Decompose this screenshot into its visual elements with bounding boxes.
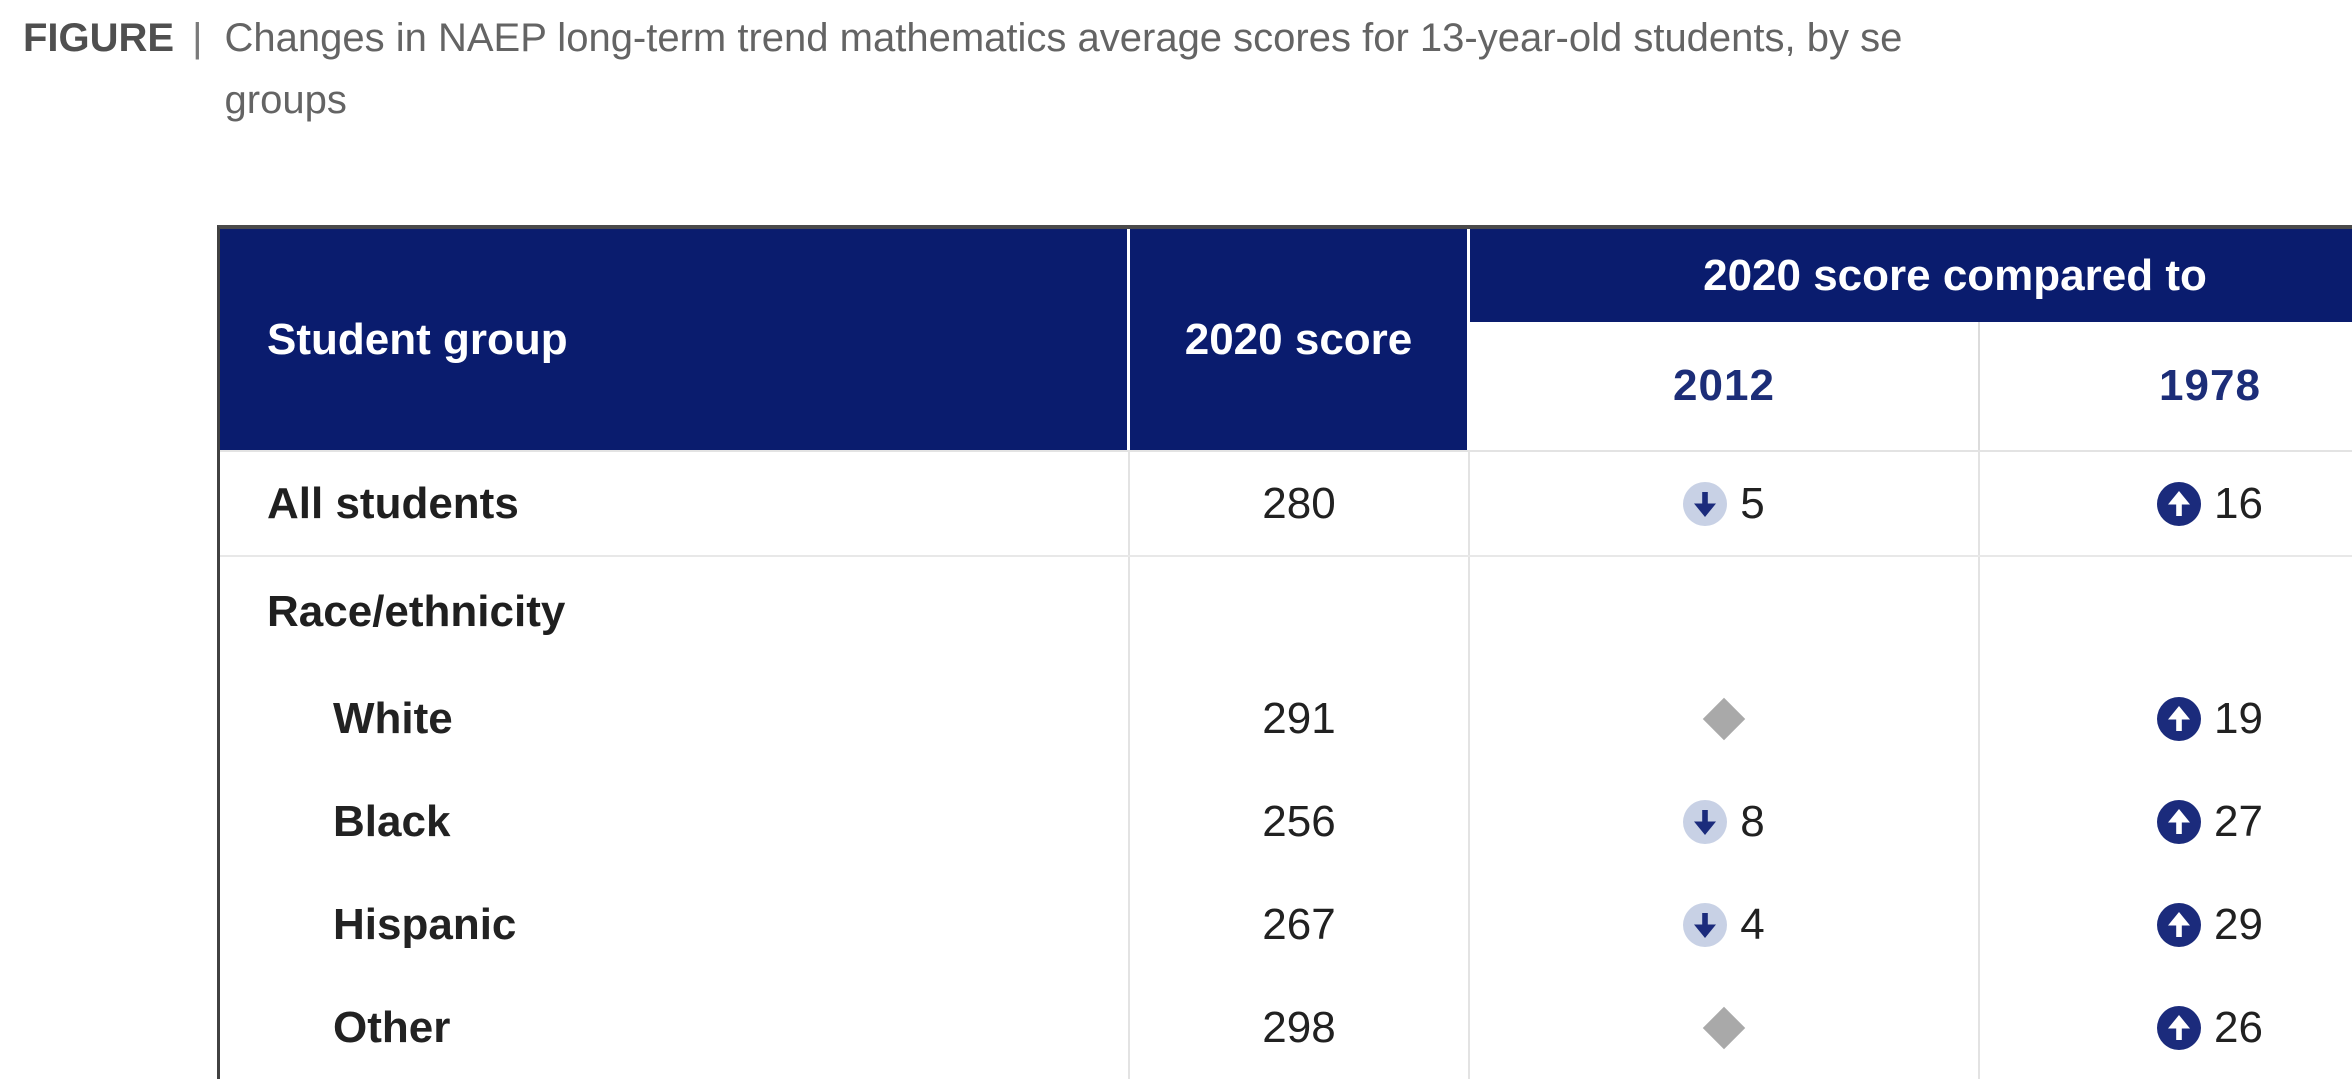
compared-to-band-label: 2020 score compared to [1703,250,2207,300]
cell-vs-1978: 27 [1980,770,2352,873]
arrow-up-circle-icon [2157,1005,2202,1050]
cell-2020-score: 267 [1130,873,1468,976]
arrow-up-circle-icon [2157,799,2202,844]
cell-group-name: All students [220,452,1130,555]
column-header-1978: 1978 [2159,361,2261,410]
table-row-all-students: All students 280 5 16 [220,452,2352,557]
arrow-down-circle-icon [1683,902,1728,947]
change-value: 5 [1740,478,1765,528]
table-row-other: Other [220,976,1128,1079]
cell-vs-1978: 19 [1980,667,2352,770]
change-value: 26 [2214,1002,2263,1052]
figure-title: FIGURE | Changes in NAEP long-term trend… [23,7,1902,131]
row-label: White [333,693,453,743]
figure-title-text: Changes in NAEP long-term trend mathemat… [225,7,1903,131]
table-row-white: White [220,667,1128,770]
cell-2020-score: 291 [1130,667,1468,770]
cell-vs-1978: 26 [1980,976,2352,1079]
score-value: 291 [1262,693,1336,743]
figure-title-line2: groups [224,78,347,122]
section-spacer [1980,557,2352,667]
cell-vs-2012 [1470,976,1978,1079]
cell-2020-score: 256 [1130,770,1468,873]
column-header-2020-score-label: 2020 score [1184,314,1413,364]
score-value: 280 [1262,478,1336,528]
change-value: 16 [2214,478,2263,528]
section-spacer [1130,557,1468,667]
table-row-hispanic: Hispanic [220,873,1128,976]
cell-vs-2012: 4 [1470,873,1978,976]
column-header-student-group-label: Student group [267,314,568,364]
table-body: All students 280 5 16 [220,452,2352,1079]
table-section-race-ethnicity: Race/ethnicity White Black Hispanic Othe… [220,557,2352,1079]
column-header-2020-score: 2020 score [1130,229,1470,450]
section-vs-1978: 19 27 29 [1980,557,2352,1079]
score-value: 267 [1262,899,1336,949]
cell-vs-2012: 8 [1470,770,1978,873]
change-indicator: 19 [2157,694,2263,744]
arrow-up-circle-icon [2157,481,2202,526]
row-label: Black [333,796,451,846]
section-spacer [1470,557,1978,667]
section-header: Race/ethnicity [220,557,1128,667]
score-value: 256 [1262,796,1336,846]
change-value: 29 [2214,899,2263,949]
table-row-black: Black [220,770,1128,873]
cell-2020-score: 298 [1130,976,1468,1079]
section-group-names: Race/ethnicity White Black Hispanic Othe… [220,557,1130,1079]
arrow-up-circle-icon [2157,902,2202,947]
figure-separator: | [192,16,203,60]
compared-to-years: 2012 1978 [1470,322,2352,450]
cell-vs-2012 [1470,667,1978,770]
figure-title-line1: Changes in NAEP long-term trend mathemat… [224,16,1903,60]
change-value: 4 [1740,899,1765,949]
column-header-compared-group: 2020 score compared to 2012 1978 [1470,229,2352,450]
diamond-icon [1702,697,1746,741]
row-label: All students [267,478,519,528]
diamond-icon [1702,1006,1746,1050]
cell-vs-1978: 16 [1980,452,2352,555]
change-value: 27 [2214,796,2263,846]
row-label: Other [333,1002,451,1052]
arrow-down-circle-icon [1683,481,1728,526]
column-header-2012: 2012 [1470,322,1980,450]
table-header: Student group 2020 score 2020 score comp… [220,229,2352,452]
cell-vs-2012: 5 [1470,452,1980,555]
change-value: 19 [2214,693,2263,743]
cell-vs-1978: 29 [1980,873,2352,976]
arrow-up-circle-icon [2157,696,2202,741]
change-indicator: 16 [2157,479,2263,529]
scores-table: Student group 2020 score 2020 score comp… [217,225,2352,1079]
change-indicator: 5 [1683,478,1765,529]
change-indicator: 29 [2157,900,2263,950]
section-vs-2012: 8 4 [1470,557,1980,1079]
section-header-label: Race/ethnicity [267,587,566,636]
change-indicator: 27 [2157,797,2263,847]
change-indicator: 26 [2157,1003,2263,1053]
score-value: 298 [1262,1002,1336,1052]
section-scores: 291 256 267 298 [1130,557,1470,1079]
change-indicator: 8 [1683,796,1765,847]
change-value: 8 [1740,796,1765,846]
figure-label: FIGURE [23,16,175,60]
change-indicator: 4 [1683,899,1765,950]
row-label: Hispanic [333,899,517,949]
compared-to-band: 2020 score compared to [1470,229,2352,322]
arrow-down-circle-icon [1683,799,1728,844]
cell-2020-score: 280 [1130,452,1470,555]
column-header-student-group: Student group [220,229,1130,450]
